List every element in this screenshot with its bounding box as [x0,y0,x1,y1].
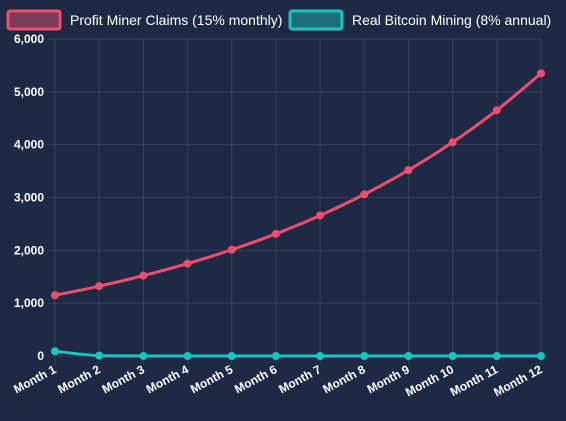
data-point[interactable] [95,282,104,291]
data-point[interactable] [492,351,501,360]
data-point[interactable] [227,245,236,254]
y-tick-label: 2,000 [14,243,44,257]
y-tick-label: 0 [37,349,44,363]
data-point[interactable] [271,229,280,238]
data-point[interactable] [448,351,457,360]
data-point[interactable] [271,351,280,360]
legend-item-0[interactable]: Profit Miner Claims (15% monthly) [6,9,282,31]
data-point[interactable] [95,351,104,360]
data-point[interactable] [139,271,148,280]
data-point[interactable] [51,347,59,356]
data-point[interactable] [448,138,457,147]
legend-label: Real Bitcoin Mining (8% annual) [352,12,551,28]
data-point[interactable] [139,351,148,360]
data-point[interactable] [404,351,413,360]
data-point[interactable] [316,211,325,220]
legend-swatch [6,9,62,31]
data-point[interactable] [360,351,369,360]
data-point[interactable] [404,166,413,175]
y-axis-ticks: 0 1,000 2,000 3,000 4,000 5,000 6,000 [14,32,44,363]
y-tick-label: 4,000 [14,138,44,152]
series-layer [51,69,545,360]
y-tick-label: 5,000 [14,85,44,99]
legend-swatch [288,9,344,31]
data-point[interactable] [492,106,501,115]
data-point[interactable] [183,351,192,360]
data-point[interactable] [51,291,59,300]
legend-label: Profit Miner Claims (15% monthly) [70,12,282,28]
y-tick-label: 6,000 [14,32,44,46]
data-point[interactable] [316,351,325,360]
data-point[interactable] [183,259,192,268]
grid [47,38,542,364]
y-tick-label: 3,000 [14,191,44,205]
data-point[interactable] [537,69,545,78]
legend-item-1[interactable]: Real Bitcoin Mining (8% annual) [288,9,551,31]
y-tick-label: 1,000 [14,296,44,310]
data-point[interactable] [227,351,236,360]
series-line-1 [54,349,541,358]
legend[interactable]: Profit Miner Claims (15% monthly) Real Bi… [6,9,551,31]
series-line-0 [54,72,542,297]
data-point[interactable] [537,351,545,360]
data-point[interactable] [360,190,369,199]
